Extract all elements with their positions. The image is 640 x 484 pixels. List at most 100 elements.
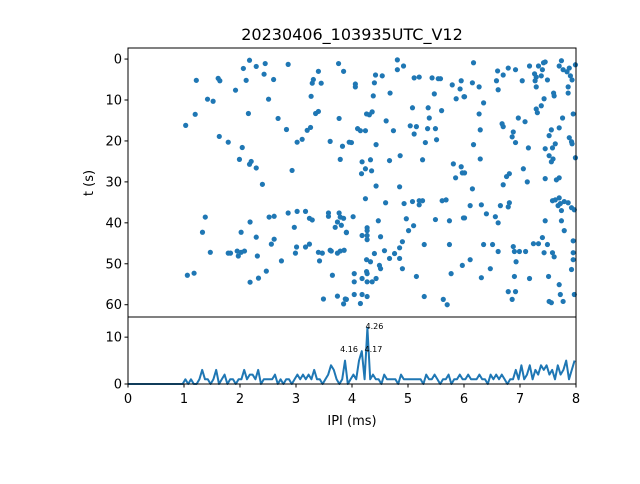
data-point: [522, 119, 528, 125]
data-point: [512, 139, 519, 146]
data-point: [443, 197, 449, 203]
data-point: [425, 105, 431, 111]
data-point: [334, 219, 341, 225]
y-tick-label: 0: [114, 378, 122, 393]
data-point: [535, 63, 542, 69]
data-point: [519, 78, 525, 84]
data-point: [253, 234, 259, 240]
x-tick-label: 8: [572, 392, 580, 407]
data-point: [557, 291, 563, 298]
data-point: [352, 84, 358, 90]
data-point: [426, 115, 432, 121]
data-point: [509, 296, 515, 302]
data-point: [293, 244, 300, 250]
data-point: [359, 159, 365, 165]
data-point: [266, 214, 272, 220]
data-point: [497, 203, 503, 209]
data-point: [362, 196, 369, 202]
data-point: [513, 259, 519, 265]
data-point: [377, 266, 384, 272]
peak-annotation: 4.16: [340, 345, 358, 354]
peak-annotation: 4.26: [366, 322, 384, 331]
data-point: [235, 253, 241, 259]
data-point: [363, 257, 370, 263]
data-point: [421, 241, 427, 248]
data-point: [555, 203, 561, 209]
data-point: [422, 139, 428, 146]
data-point: [327, 138, 333, 144]
data-point: [416, 202, 422, 208]
data-point: [259, 181, 265, 187]
y-tick-label: 10: [105, 331, 122, 346]
data-point: [348, 139, 355, 146]
x-tick-label: 0: [124, 392, 132, 407]
data-point: [569, 77, 575, 83]
data-point: [483, 211, 489, 217]
data-point: [343, 296, 349, 302]
data-point: [294, 139, 300, 145]
data-point: [561, 228, 567, 234]
data-point: [558, 218, 565, 224]
data-point: [546, 133, 552, 139]
data-point: [470, 142, 477, 148]
data-point: [495, 68, 501, 74]
data-point: [525, 145, 532, 151]
data-point: [397, 255, 403, 262]
histogram-axes: 0 1 2 3 4 5 6 7 8 0 10 4.26 4.16 4.17: [105, 316, 580, 407]
data-point: [341, 301, 347, 307]
data-point: [341, 247, 347, 253]
data-point: [373, 275, 379, 282]
data-point: [372, 72, 379, 78]
data-point: [285, 61, 291, 67]
data-point: [339, 143, 346, 149]
data-point: [489, 241, 496, 248]
data-point: [383, 200, 389, 206]
peak-annotation: 4.17: [365, 345, 383, 354]
data-point: [524, 179, 530, 185]
data-point: [359, 275, 365, 282]
data-point: [432, 216, 439, 223]
data-point: [399, 266, 405, 272]
data-point: [449, 82, 455, 88]
data-point: [432, 126, 439, 132]
data-point: [306, 241, 313, 247]
data-point: [450, 161, 456, 167]
data-point: [390, 128, 397, 134]
data-point: [248, 158, 254, 165]
data-point: [338, 222, 344, 228]
data-point: [193, 77, 199, 83]
data-point: [351, 270, 357, 277]
data-point: [505, 289, 511, 295]
x-tick-label: 3: [292, 392, 300, 407]
data-point: [302, 208, 309, 214]
data-point: [446, 218, 453, 224]
data-point: [566, 135, 572, 141]
data-point: [542, 146, 548, 152]
y-tick-label: 40: [105, 216, 122, 231]
data-point: [538, 73, 544, 79]
data-point: [548, 300, 554, 306]
data-point: [440, 296, 446, 302]
data-point: [538, 103, 544, 109]
x-tick-label: 5: [404, 392, 412, 407]
data-point: [542, 176, 548, 182]
data-point: [548, 127, 554, 133]
data-point: [232, 87, 239, 93]
x-tick-label: 4: [348, 392, 356, 407]
data-point: [289, 167, 295, 174]
y-tick-label: 0: [114, 53, 122, 68]
data-point: [569, 141, 575, 147]
data-point: [539, 67, 546, 73]
data-point: [500, 182, 506, 188]
data-point: [511, 248, 517, 255]
data-point: [351, 279, 357, 285]
data-point: [397, 184, 403, 190]
data-point: [457, 86, 463, 92]
data-point: [225, 139, 231, 145]
data-point: [559, 115, 566, 121]
data-point: [419, 198, 426, 204]
data-point: [565, 200, 571, 206]
data-point: [493, 78, 500, 84]
data-point: [336, 210, 342, 216]
data-point: [357, 128, 363, 134]
